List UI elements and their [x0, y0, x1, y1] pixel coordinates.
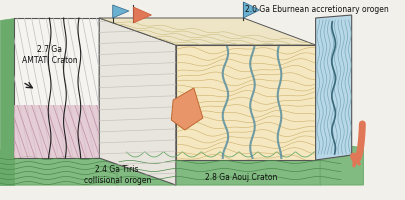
Polygon shape — [117, 150, 342, 185]
Polygon shape — [175, 45, 315, 160]
Polygon shape — [99, 18, 315, 45]
Text: 2.0 Ga Eburnean accretionary orogen: 2.0 Ga Eburnean accretionary orogen — [245, 5, 388, 15]
Polygon shape — [243, 2, 259, 18]
Polygon shape — [0, 150, 117, 185]
Polygon shape — [171, 88, 202, 130]
Text: 2.8 Ga Aouj Craton: 2.8 Ga Aouj Craton — [205, 173, 277, 182]
Polygon shape — [133, 7, 151, 23]
Polygon shape — [0, 18, 13, 185]
Polygon shape — [315, 15, 351, 160]
Polygon shape — [99, 18, 175, 185]
Polygon shape — [13, 18, 99, 158]
Polygon shape — [13, 105, 99, 158]
Text: 2.4 Ga Tiris
collisional orogen: 2.4 Ga Tiris collisional orogen — [83, 165, 151, 185]
Text: 2.7 Ga
AMTATI Craton: 2.7 Ga AMTATI Craton — [22, 45, 77, 65]
Polygon shape — [113, 5, 129, 18]
Polygon shape — [319, 145, 362, 185]
